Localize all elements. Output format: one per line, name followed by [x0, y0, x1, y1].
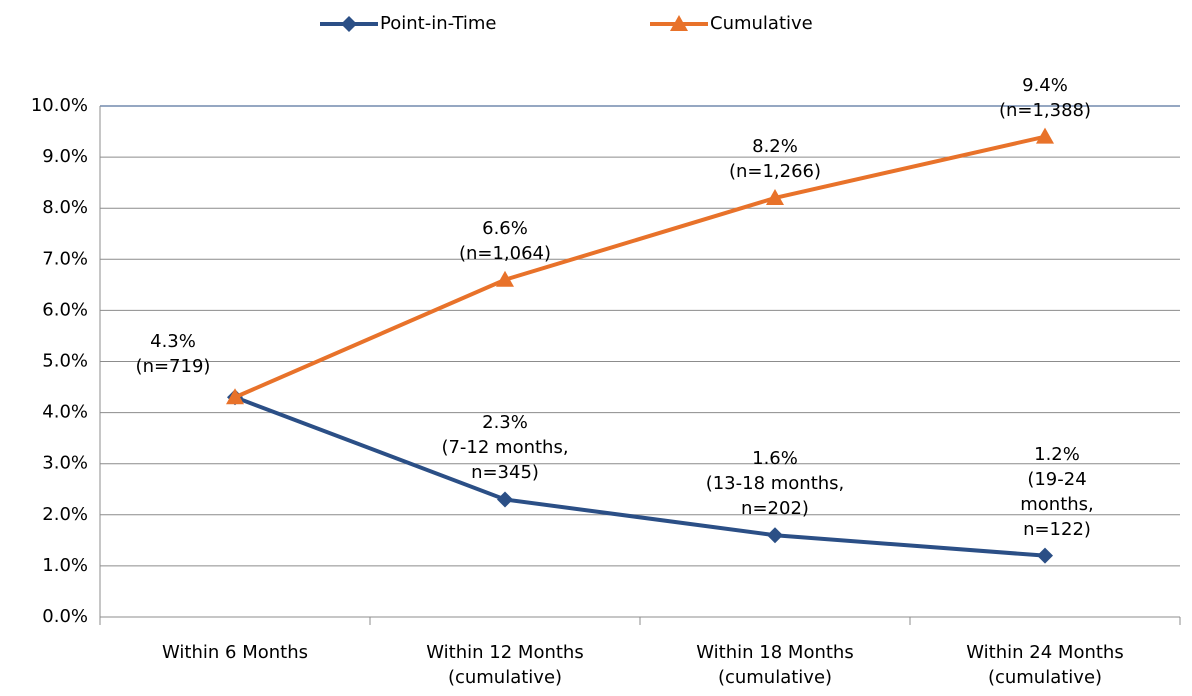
- point: [670, 15, 688, 31]
- data-label: 1.2% (19-24 months, n=122): [1020, 443, 1094, 540]
- series-line: [234, 395, 1046, 558]
- y-tick-label: 8.0%: [42, 197, 88, 218]
- y-tick-label: 2.0%: [42, 504, 88, 525]
- point: [496, 270, 514, 287]
- point: [767, 527, 783, 544]
- x-tick-label: Within 6 Months: [162, 642, 308, 663]
- x-tick-label: Within 24 Months (cumulative): [966, 642, 1124, 688]
- y-tick-label: 0.0%: [42, 606, 88, 627]
- data-label: 8.2% (n=1,266): [728, 135, 822, 182]
- y-tick-label: 4.0%: [42, 402, 88, 423]
- point: [341, 16, 357, 32]
- point: [766, 188, 784, 205]
- y-tick-label: 6.0%: [42, 299, 88, 320]
- y-tick-label: 5.0%: [42, 351, 88, 372]
- data-label: 9.4% (n=1,388): [998, 74, 1092, 121]
- data-label: 2.3% (7-12 months, n=345): [441, 412, 569, 484]
- point: [1037, 547, 1053, 564]
- y-tick-label: 9.0%: [42, 146, 88, 167]
- legend-label: Cumulative: [710, 13, 813, 34]
- y-tick-label: 1.0%: [42, 555, 88, 576]
- point: [497, 491, 513, 508]
- x-tick-label: Within 12 Months (cumulative): [426, 642, 584, 688]
- y-tick-label: 7.0%: [42, 248, 88, 269]
- data-label: 4.3% (n=719): [135, 331, 211, 378]
- point: [1036, 127, 1054, 144]
- data-label: 1.6% (13-18 months, n=202): [705, 448, 845, 520]
- x-tick-label: Within 18 Months (cumulative): [696, 642, 854, 688]
- point: [226, 388, 244, 405]
- series-line: [234, 134, 1046, 400]
- legend-label: Point-in-Time: [380, 13, 497, 34]
- y-tick-label: 10.0%: [31, 95, 88, 116]
- y-tick-label: 3.0%: [42, 453, 88, 474]
- data-label: 6.6% (n=1,064): [458, 217, 552, 264]
